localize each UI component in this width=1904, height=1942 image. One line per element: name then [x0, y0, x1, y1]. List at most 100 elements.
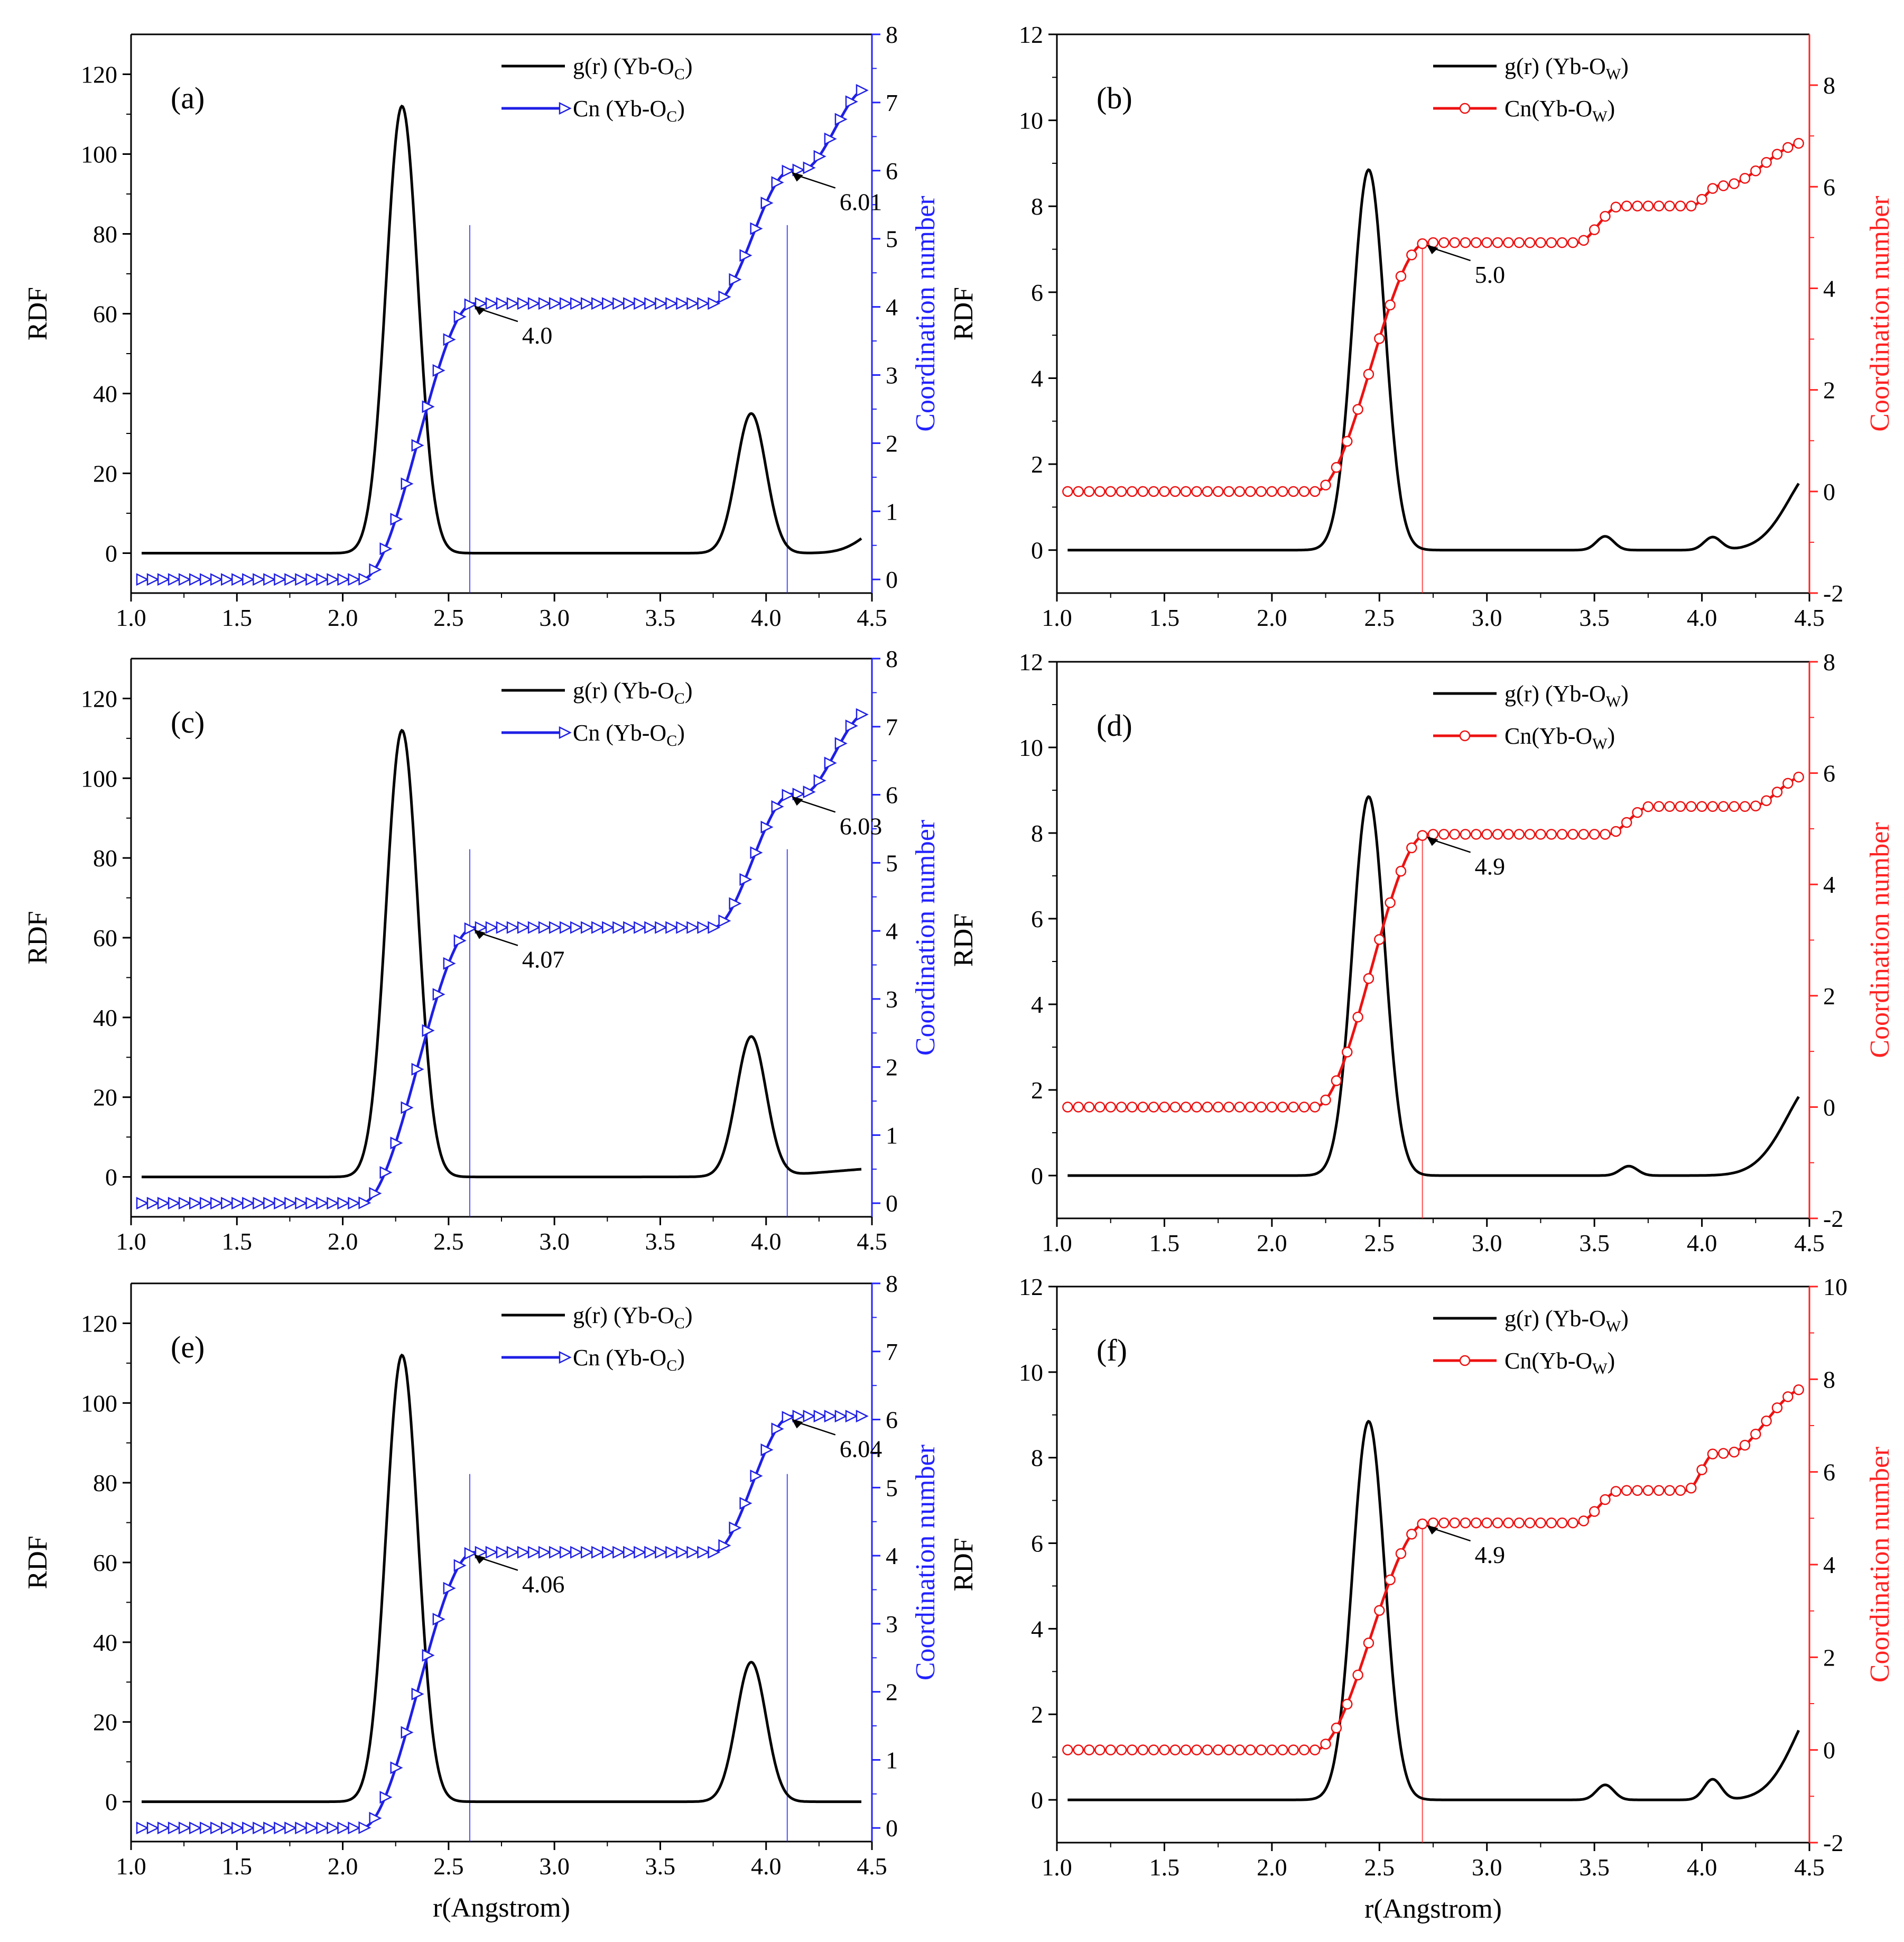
- cn-marker: [178, 573, 191, 586]
- x-tick-label: 2.5: [1364, 604, 1395, 631]
- cn-marker: [1352, 1011, 1363, 1023]
- legend-cn-marker: [559, 1351, 572, 1364]
- cn-marker: [1331, 1075, 1342, 1086]
- cn-marker: [1642, 200, 1654, 212]
- cn-marker: [305, 573, 319, 586]
- rdf-curve: [142, 1353, 861, 1804]
- cn-marker: [1653, 801, 1665, 812]
- y2-axis-title: Coordination number: [911, 1445, 941, 1680]
- x-tick-label: 2.0: [1257, 1854, 1287, 1881]
- cn-marker: [1148, 1102, 1159, 1113]
- cn-marker: [1535, 829, 1546, 840]
- cn-marker: [1331, 462, 1342, 473]
- y-tick-label: 10: [1019, 107, 1043, 134]
- cn-marker: [559, 1546, 572, 1559]
- x-tick-label: 2.0: [1257, 1229, 1287, 1256]
- y2-tick-label: 8: [886, 1270, 898, 1297]
- cn-marker: [1223, 1744, 1234, 1755]
- y2-tick-label: 8: [886, 21, 898, 48]
- cn-marker: [1105, 486, 1116, 497]
- x-tick-label: 3.0: [1472, 1229, 1502, 1256]
- cn-marker: [803, 161, 816, 174]
- y-tick-label: 6: [1031, 1530, 1043, 1557]
- cn-marker: [316, 1821, 329, 1835]
- cn-curve: [142, 713, 862, 1205]
- cn-marker: [1675, 1485, 1686, 1496]
- y2-tick-label: -2: [1823, 580, 1843, 607]
- cn-marker: [1471, 829, 1482, 840]
- panel-e: 1.0 1.5 2.0 2.5 3.0 3.5 4.0 4.5 0 20 40 60 80 100 120 0…: [23, 1270, 941, 1923]
- cn-marker: [538, 297, 551, 310]
- cn-marker: [263, 1197, 276, 1210]
- cn-marker: [1793, 137, 1804, 149]
- cn-marker: [1578, 829, 1590, 840]
- y2-tick-label: 0: [1823, 1737, 1835, 1764]
- cn-marker: [390, 1761, 403, 1774]
- x-tick-label: 3.5: [1579, 1229, 1610, 1256]
- cn-marker: [295, 1197, 308, 1210]
- annotation-value: 6.04: [840, 1435, 883, 1462]
- cn-marker: [168, 1821, 181, 1835]
- cn-marker: [284, 1821, 298, 1835]
- y2-tick-label: 7: [886, 714, 898, 741]
- y-tick-label: 2: [1031, 1077, 1043, 1104]
- cn-marker: [782, 789, 795, 802]
- y-tick-label: 6: [1031, 905, 1043, 932]
- cn-marker: [1331, 1722, 1342, 1734]
- cn-marker: [1685, 801, 1697, 812]
- cn-marker: [697, 921, 710, 934]
- cn-marker: [686, 921, 700, 934]
- annotation-value: 4.9: [1475, 1541, 1506, 1568]
- y2-tick-label: 3: [886, 1611, 898, 1638]
- y2-tick-label: 0: [886, 1815, 898, 1842]
- cn-marker: [527, 1546, 541, 1559]
- cn-marker: [559, 297, 572, 310]
- cn-marker: [411, 1687, 424, 1700]
- cn-marker: [824, 1410, 837, 1423]
- y-tick-label: 0: [105, 540, 117, 567]
- y2-tick-label: -2: [1823, 1205, 1843, 1232]
- cn-marker: [358, 1196, 371, 1209]
- annotation-arrow-head: [791, 796, 803, 806]
- annotation-arrow-line: [1432, 839, 1471, 853]
- x-tick-label: 4.0: [1687, 1229, 1717, 1256]
- annotation-arrow-line: [1432, 247, 1471, 262]
- x-tick-label: 2.5: [1364, 1229, 1395, 1256]
- cn-marker: [1169, 486, 1181, 497]
- cn-marker: [242, 1197, 255, 1210]
- cn-marker: [157, 1197, 170, 1210]
- cn-marker: [1288, 1102, 1299, 1113]
- y2-tick-label: 4: [1823, 1551, 1835, 1578]
- y2-tick-label: 4: [886, 918, 898, 945]
- x-tick-label: 1.5: [222, 1228, 253, 1255]
- y2-tick-label: 2: [886, 1679, 898, 1706]
- cn-marker: [1159, 1102, 1170, 1113]
- cn-marker: [1600, 1494, 1611, 1505]
- annotation-value: 6.01: [840, 189, 883, 216]
- y2-tick-label: 0: [1823, 478, 1835, 505]
- cn-marker: [845, 95, 858, 108]
- cn-marker: [295, 1821, 308, 1835]
- cn-marker: [1202, 1744, 1213, 1755]
- cn-marker: [538, 921, 551, 934]
- cn-marker: [580, 921, 594, 934]
- cn-marker: [369, 1811, 382, 1825]
- y-tick-label: 0: [1031, 1162, 1043, 1189]
- cn-marker: [464, 1547, 477, 1560]
- cn-marker: [242, 1821, 255, 1835]
- y-tick-label: 80: [93, 1469, 117, 1496]
- cn-marker: [1180, 1744, 1192, 1755]
- cn-marker: [146, 573, 160, 586]
- y-tick-label: 0: [1031, 1787, 1043, 1814]
- cn-marker: [358, 572, 371, 586]
- x-tick-label: 3.0: [539, 1228, 570, 1255]
- cn-marker: [1556, 237, 1568, 248]
- x-tick-label: 1.5: [1149, 1854, 1180, 1881]
- cn-marker: [1363, 368, 1374, 380]
- cn-marker: [390, 1136, 403, 1150]
- cn-curve: [1067, 142, 1799, 493]
- rdf-curve: [1067, 168, 1800, 552]
- cn-marker: [1202, 486, 1213, 497]
- y-tick-label: 60: [93, 301, 117, 328]
- cn-marker: [1266, 1102, 1278, 1113]
